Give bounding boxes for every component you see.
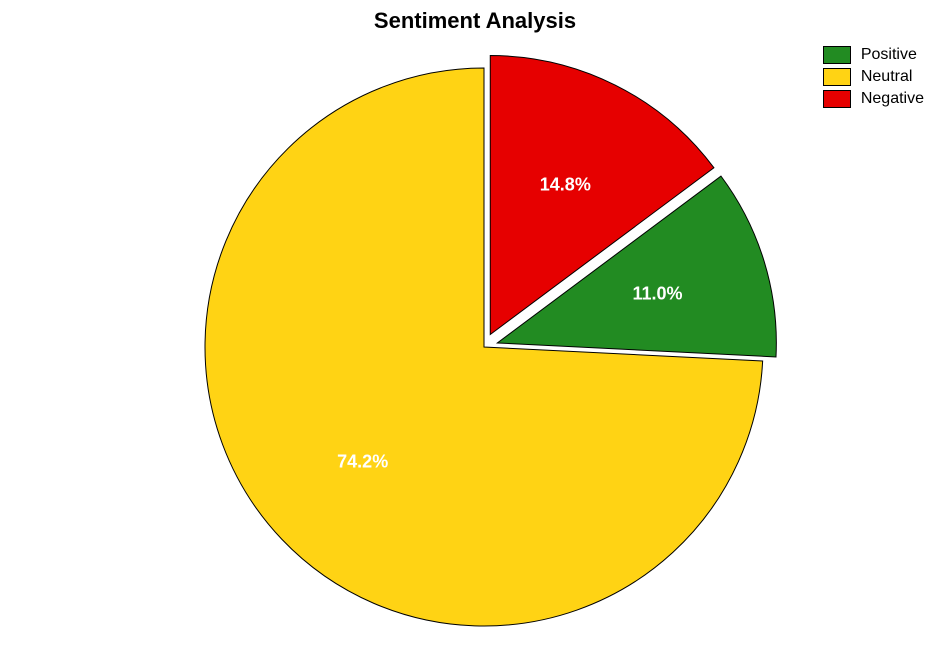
- pie-svg: [0, 0, 950, 662]
- legend-swatch-1: [823, 68, 851, 86]
- legend-label-2: Negative: [861, 90, 924, 108]
- slice-label-2: 14.8%: [540, 174, 591, 195]
- legend-item-neutral: Neutral: [823, 68, 924, 86]
- legend-item-positive: Positive: [823, 46, 924, 64]
- slice-label-0: 74.2%: [337, 452, 388, 473]
- legend-label-0: Positive: [861, 46, 917, 64]
- legend-label-1: Neutral: [861, 68, 913, 86]
- legend-swatch-2: [823, 90, 851, 108]
- legend-swatch-0: [823, 46, 851, 64]
- legend-item-negative: Negative: [823, 90, 924, 108]
- sentiment-pie-chart: Sentiment Analysis 74.2% 11.0% 14.8% Pos…: [0, 0, 950, 662]
- slice-label-1: 11.0%: [632, 284, 682, 305]
- legend: Positive Neutral Negative: [823, 46, 924, 112]
